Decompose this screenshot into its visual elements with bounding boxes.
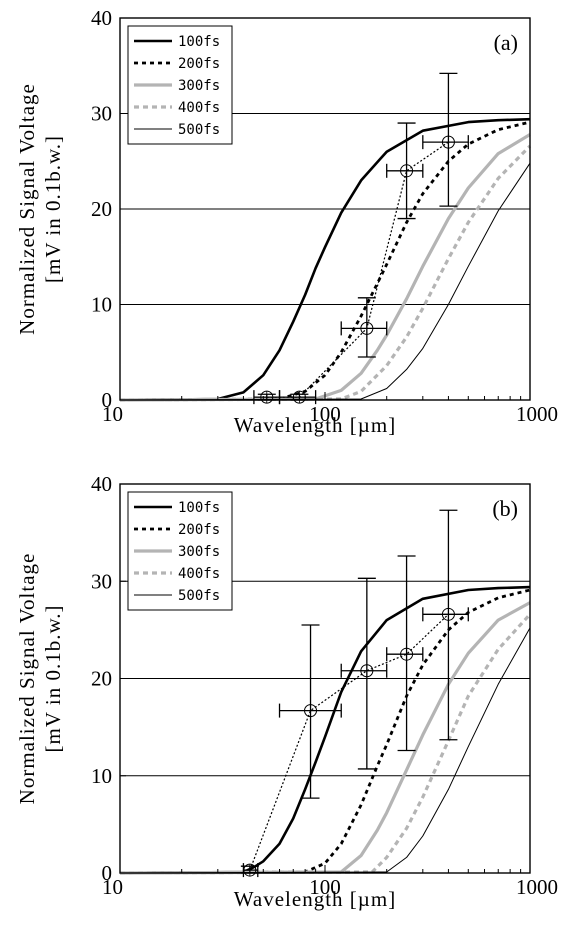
series-line-400fs xyxy=(119,613,532,875)
y-tick-label: 0 xyxy=(102,388,113,412)
series-line-400fs xyxy=(119,144,532,402)
y-tick-label: 40 xyxy=(91,6,112,30)
series-line-300fs xyxy=(119,133,531,402)
series-line-100fs xyxy=(119,585,531,875)
y-axis-title: Normalized Signal Voltage xyxy=(15,553,39,805)
series-line-200fs xyxy=(119,120,531,402)
legend: 100fs 200fs 300fs 400fs 500fs xyxy=(127,491,233,611)
measurement-point xyxy=(386,122,424,220)
series-line-500fs xyxy=(119,627,531,874)
y-tick-label: 20 xyxy=(91,667,112,691)
legend: 100fs 200fs 300fs 400fs 500fs xyxy=(127,25,233,145)
panel-label: (a) xyxy=(494,30,518,55)
legend-label: 300fs xyxy=(178,78,220,94)
legend-label: 400fs xyxy=(178,100,220,116)
legend-label: 500fs xyxy=(178,588,220,604)
legend-label: 200fs xyxy=(178,522,220,538)
measurement-point xyxy=(340,577,388,770)
x-tick-label: 100 xyxy=(309,875,341,899)
x-tick-label: 10 xyxy=(102,875,123,899)
y-tick-label: 10 xyxy=(91,293,112,317)
y-tick-label: 30 xyxy=(91,102,112,126)
y-tick-label: 0 xyxy=(102,861,113,885)
legend-label: 200fs xyxy=(178,56,220,72)
legend-label: 100fs xyxy=(178,34,220,50)
legend-label: 300fs xyxy=(178,544,220,560)
x-tick-label: 1000 xyxy=(516,402,558,426)
legend-label: 400fs xyxy=(178,566,220,582)
x-tick-label: 10 xyxy=(102,402,123,426)
y-tick-label: 40 xyxy=(91,472,112,496)
x-axis-title: Wavelength [µm] xyxy=(234,887,396,911)
measurement-point xyxy=(386,555,424,752)
series-line-500fs xyxy=(119,162,531,401)
y-tick-label: 30 xyxy=(91,569,112,593)
legend-label: 100fs xyxy=(178,500,220,516)
legend-label: 500fs xyxy=(178,122,220,138)
y-tick-label: 10 xyxy=(91,764,112,788)
panel-label: (b) xyxy=(492,496,518,521)
y-axis-subtitle: [mV in 0.1b.w.] xyxy=(41,135,65,283)
y-axis-subtitle: [mV in 0.1b.w.] xyxy=(41,605,65,753)
x-axis-title: Wavelength [µm] xyxy=(234,413,396,437)
series-line-200fs xyxy=(119,588,531,875)
measurement-point xyxy=(278,624,342,799)
x-tick-label: 100 xyxy=(309,402,341,426)
measurement-point xyxy=(340,297,388,358)
x-tick-label: 1000 xyxy=(516,875,558,899)
y-tick-label: 20 xyxy=(91,197,112,221)
y-axis-title: Normalized Signal Voltage xyxy=(15,83,39,335)
series-line-300fs xyxy=(119,601,531,875)
measurement-point xyxy=(253,390,281,405)
measurement-point xyxy=(422,72,469,207)
measurement-line xyxy=(249,613,449,871)
series-line-100fs xyxy=(119,117,531,402)
measurement-point xyxy=(422,509,469,741)
